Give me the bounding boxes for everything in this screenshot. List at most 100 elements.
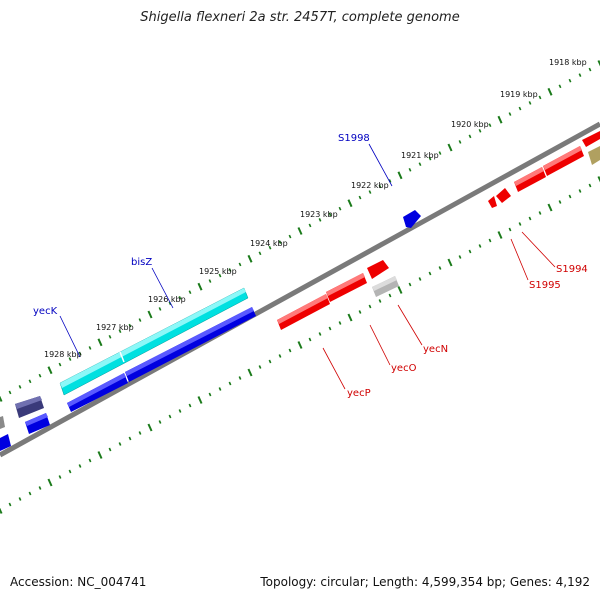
ruler-minor-tick bbox=[88, 346, 92, 350]
ruler-minor-tick bbox=[418, 162, 422, 167]
tick-label: 1922 kbp bbox=[351, 181, 389, 190]
ruler-minor-tick bbox=[68, 357, 72, 361]
ruler-major-tick bbox=[147, 310, 153, 319]
ruler-minor-tick bbox=[478, 128, 482, 133]
label-yeco[interactable]: yecO bbox=[391, 363, 417, 374]
gene-blue-small-shade bbox=[25, 413, 48, 426]
gene-s1994[interactable] bbox=[496, 188, 511, 203]
gene-blue-mid-shade bbox=[67, 373, 126, 407]
ruler-minor-tick bbox=[378, 299, 382, 303]
tick-label: 1925 kbp bbox=[199, 267, 237, 276]
label-bisz[interactable]: bisZ bbox=[131, 257, 152, 268]
ruler-major-tick bbox=[0, 507, 3, 514]
ruler-minor-tick bbox=[58, 362, 62, 367]
label-s1998[interactable]: S1998 bbox=[338, 133, 370, 144]
ruler-minor-tick bbox=[178, 409, 182, 413]
ruler-minor-tick bbox=[428, 271, 432, 276]
ruler-major-tick bbox=[547, 203, 553, 212]
ruler-minor-tick bbox=[488, 238, 492, 243]
leader-line bbox=[151, 267, 174, 309]
label-s1994[interactable]: S1994 bbox=[556, 264, 588, 275]
ruler-minor-tick bbox=[318, 218, 322, 222]
ruler-minor-tick bbox=[568, 78, 572, 83]
gene-s1998[interactable] bbox=[403, 210, 421, 228]
gene-gray-edge[interactable] bbox=[0, 416, 5, 429]
ruler-minor-tick bbox=[168, 301, 172, 306]
ruler-minor-tick bbox=[358, 310, 362, 314]
ruler-major-tick bbox=[547, 87, 553, 96]
genome-summary: Topology: circular; Length: 4,599,354 bp… bbox=[260, 575, 590, 589]
ruler-major-tick bbox=[297, 227, 303, 235]
ruler-minor-tick bbox=[518, 106, 522, 111]
ruler-reverse bbox=[0, 176, 600, 514]
tick-label: 1918 kbp bbox=[549, 58, 587, 67]
gene-yecn-shade bbox=[372, 276, 397, 291]
ruler-minor-tick bbox=[408, 282, 412, 287]
ruler-minor-tick bbox=[338, 206, 342, 211]
tick-label: 1924 kbp bbox=[250, 239, 288, 248]
ruler-major-tick bbox=[497, 231, 503, 239]
gene-labels: S1998 bisZ yecK S1994 S1995 yecN yecO ye… bbox=[33, 133, 588, 399]
ruler-minor-tick bbox=[118, 442, 122, 446]
label-yecn[interactable]: yecN bbox=[423, 344, 448, 355]
tick-label: 1923 kbp bbox=[300, 210, 338, 219]
ruler-minor-tick bbox=[358, 195, 362, 200]
ruler-minor-tick bbox=[258, 365, 262, 369]
gene-blue-long-shade bbox=[125, 307, 254, 376]
ruler-minor-tick bbox=[18, 497, 22, 501]
leader-line bbox=[322, 347, 346, 390]
leader-line bbox=[59, 315, 81, 358]
ruler-minor-tick bbox=[328, 326, 332, 331]
gene-red-c[interactable] bbox=[582, 131, 600, 147]
ruler-minor-tick bbox=[528, 101, 532, 105]
ruler-minor-tick bbox=[18, 385, 22, 389]
gene-red-b-shade bbox=[543, 146, 582, 170]
label-yeck[interactable]: yecK bbox=[33, 306, 58, 317]
gene-blue-edge[interactable] bbox=[0, 434, 11, 451]
ruler-minor-tick bbox=[158, 420, 162, 424]
ruler-minor-tick bbox=[538, 211, 542, 215]
label-s1995[interactable]: S1995 bbox=[529, 280, 561, 291]
ruler-minor-tick bbox=[488, 123, 492, 128]
gene-s1995[interactable] bbox=[488, 196, 497, 208]
ruler-minor-tick bbox=[278, 354, 282, 358]
reverse-features bbox=[277, 131, 600, 330]
label-yecp[interactable]: yecP bbox=[347, 388, 371, 399]
gene-olive[interactable] bbox=[588, 146, 600, 165]
map-title: Shigella flexneri 2a str. 2457T, complet… bbox=[140, 10, 460, 25]
ruler-minor-tick bbox=[468, 249, 472, 254]
ruler-minor-tick bbox=[388, 179, 392, 183]
ruler-minor-tick bbox=[68, 469, 72, 474]
ruler-minor-tick bbox=[568, 194, 572, 199]
ruler-minor-tick bbox=[538, 95, 542, 100]
ruler-minor-tick bbox=[28, 491, 32, 496]
leader-line bbox=[397, 304, 423, 346]
ruler-minor-tick bbox=[158, 307, 162, 311]
ruler-major-tick bbox=[247, 254, 253, 263]
ruler-minor-tick bbox=[118, 329, 122, 334]
ruler-minor-tick bbox=[588, 183, 592, 188]
ruler-minor-tick bbox=[168, 414, 172, 419]
ruler-minor-tick bbox=[578, 73, 582, 77]
gene-red-small[interactable] bbox=[367, 260, 389, 279]
ruler-minor-tick bbox=[438, 151, 442, 155]
ruler-minor-tick bbox=[128, 323, 132, 328]
ruler-minor-tick bbox=[458, 140, 462, 144]
ruler-major-tick bbox=[97, 338, 103, 347]
ruler-minor-tick bbox=[338, 321, 342, 325]
ruler-minor-tick bbox=[138, 431, 142, 435]
ruler-minor-tick bbox=[268, 359, 272, 364]
ruler-forward bbox=[0, 60, 600, 402]
gene-yeco-shade bbox=[326, 273, 365, 296]
ruler-minor-tick bbox=[508, 112, 512, 116]
leader-line bbox=[369, 324, 391, 366]
ruler-major-tick bbox=[497, 115, 503, 124]
ruler-minor-tick bbox=[238, 376, 242, 380]
ruler-major-tick bbox=[97, 451, 103, 459]
ruler-minor-tick bbox=[408, 167, 412, 172]
ruler-major-tick bbox=[447, 258, 453, 267]
ruler-minor-tick bbox=[378, 184, 382, 189]
ruler-major-tick bbox=[597, 176, 600, 183]
gene-bisz-shade bbox=[60, 288, 246, 388]
